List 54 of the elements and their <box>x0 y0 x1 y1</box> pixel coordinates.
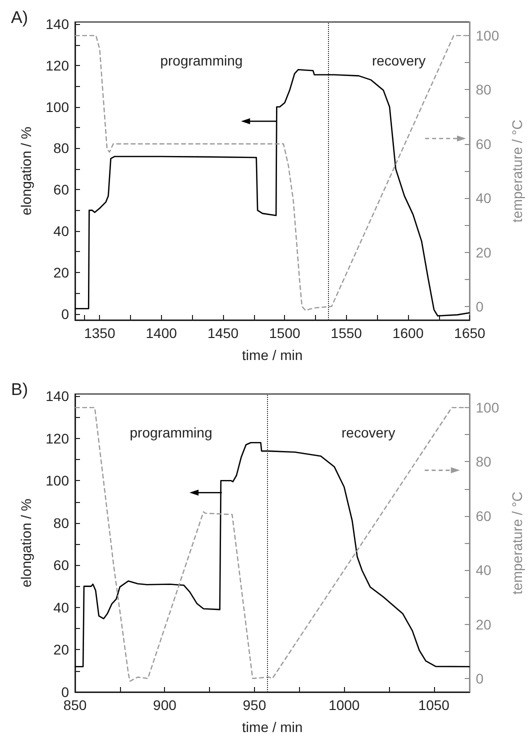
line-series <box>74 442 470 668</box>
line-series <box>74 406 470 682</box>
y-tick-label: 80 <box>53 140 70 156</box>
y2-tick-label: 80 <box>476 454 492 470</box>
y2-tick-label: 40 <box>476 562 492 578</box>
x-tick-label: 1550 <box>330 325 362 341</box>
y2-tick-label: 20 <box>476 244 492 260</box>
x-tick-label: 1050 <box>418 697 450 713</box>
annotation: recovery <box>372 52 426 69</box>
y-tick-label: 80 <box>53 514 70 531</box>
x-tick-label: 1000 <box>328 697 360 713</box>
y-tick-label: 100 <box>46 98 70 115</box>
y2-tick-label: 0 <box>476 298 484 314</box>
x-tick-label: 1400 <box>146 325 178 341</box>
y-tick-label: 0 <box>61 684 70 700</box>
x-tick-label: 1450 <box>207 325 239 341</box>
y2-tick-label: 60 <box>476 136 492 152</box>
x-axis-title: time / min <box>242 347 303 363</box>
y-tick-label: 20 <box>53 264 70 280</box>
y2-axis-title: temperature / °C <box>509 120 525 222</box>
annotation: programming <box>160 52 243 69</box>
x-axis-title: time / min <box>242 719 303 735</box>
y-tick-label: 140 <box>46 388 70 404</box>
x-tick-label: 950 <box>242 697 266 713</box>
y-axis-title: elongation / % <box>18 126 34 216</box>
y-tick-label: 120 <box>46 430 70 446</box>
x-tick-label: 1350 <box>84 325 116 341</box>
y-tick-label: 60 <box>53 557 70 574</box>
y2-axis-title: temperature / °C <box>509 492 525 594</box>
y2-tick-label: 100 <box>476 28 500 44</box>
x-tick-label: 1650 <box>454 325 486 341</box>
y2-tick-label: 0 <box>476 670 484 686</box>
y-axis-title: elongation / % <box>18 498 34 588</box>
y2-tick-label: 100 <box>476 400 500 416</box>
y-tick-label: 120 <box>46 57 70 74</box>
x-tick-label: 850 <box>63 697 87 713</box>
y2-tick-label: 60 <box>476 508 492 524</box>
y-tick-label: 20 <box>53 642 70 658</box>
annotation: recovery <box>342 424 396 441</box>
x-tick-label: 1500 <box>269 325 300 341</box>
y-tick-label: 40 <box>53 223 70 240</box>
y2-tick-label: 80 <box>476 82 492 98</box>
x-tick-label: 1600 <box>392 325 424 341</box>
y-tick-label: 40 <box>53 599 70 616</box>
chart-title: B) <box>11 380 28 399</box>
y2-tick-label: 20 <box>476 616 492 632</box>
y-tick-label: 100 <box>46 472 70 489</box>
y-tick-label: 140 <box>46 16 70 32</box>
annotation: programming <box>130 424 212 441</box>
y2-tick-label: 40 <box>476 190 492 206</box>
y-tick-label: 60 <box>53 182 70 198</box>
chart-title: A) <box>11 8 28 27</box>
x-tick-label: 900 <box>153 697 177 713</box>
y-tick-label: 0 <box>61 306 70 322</box>
